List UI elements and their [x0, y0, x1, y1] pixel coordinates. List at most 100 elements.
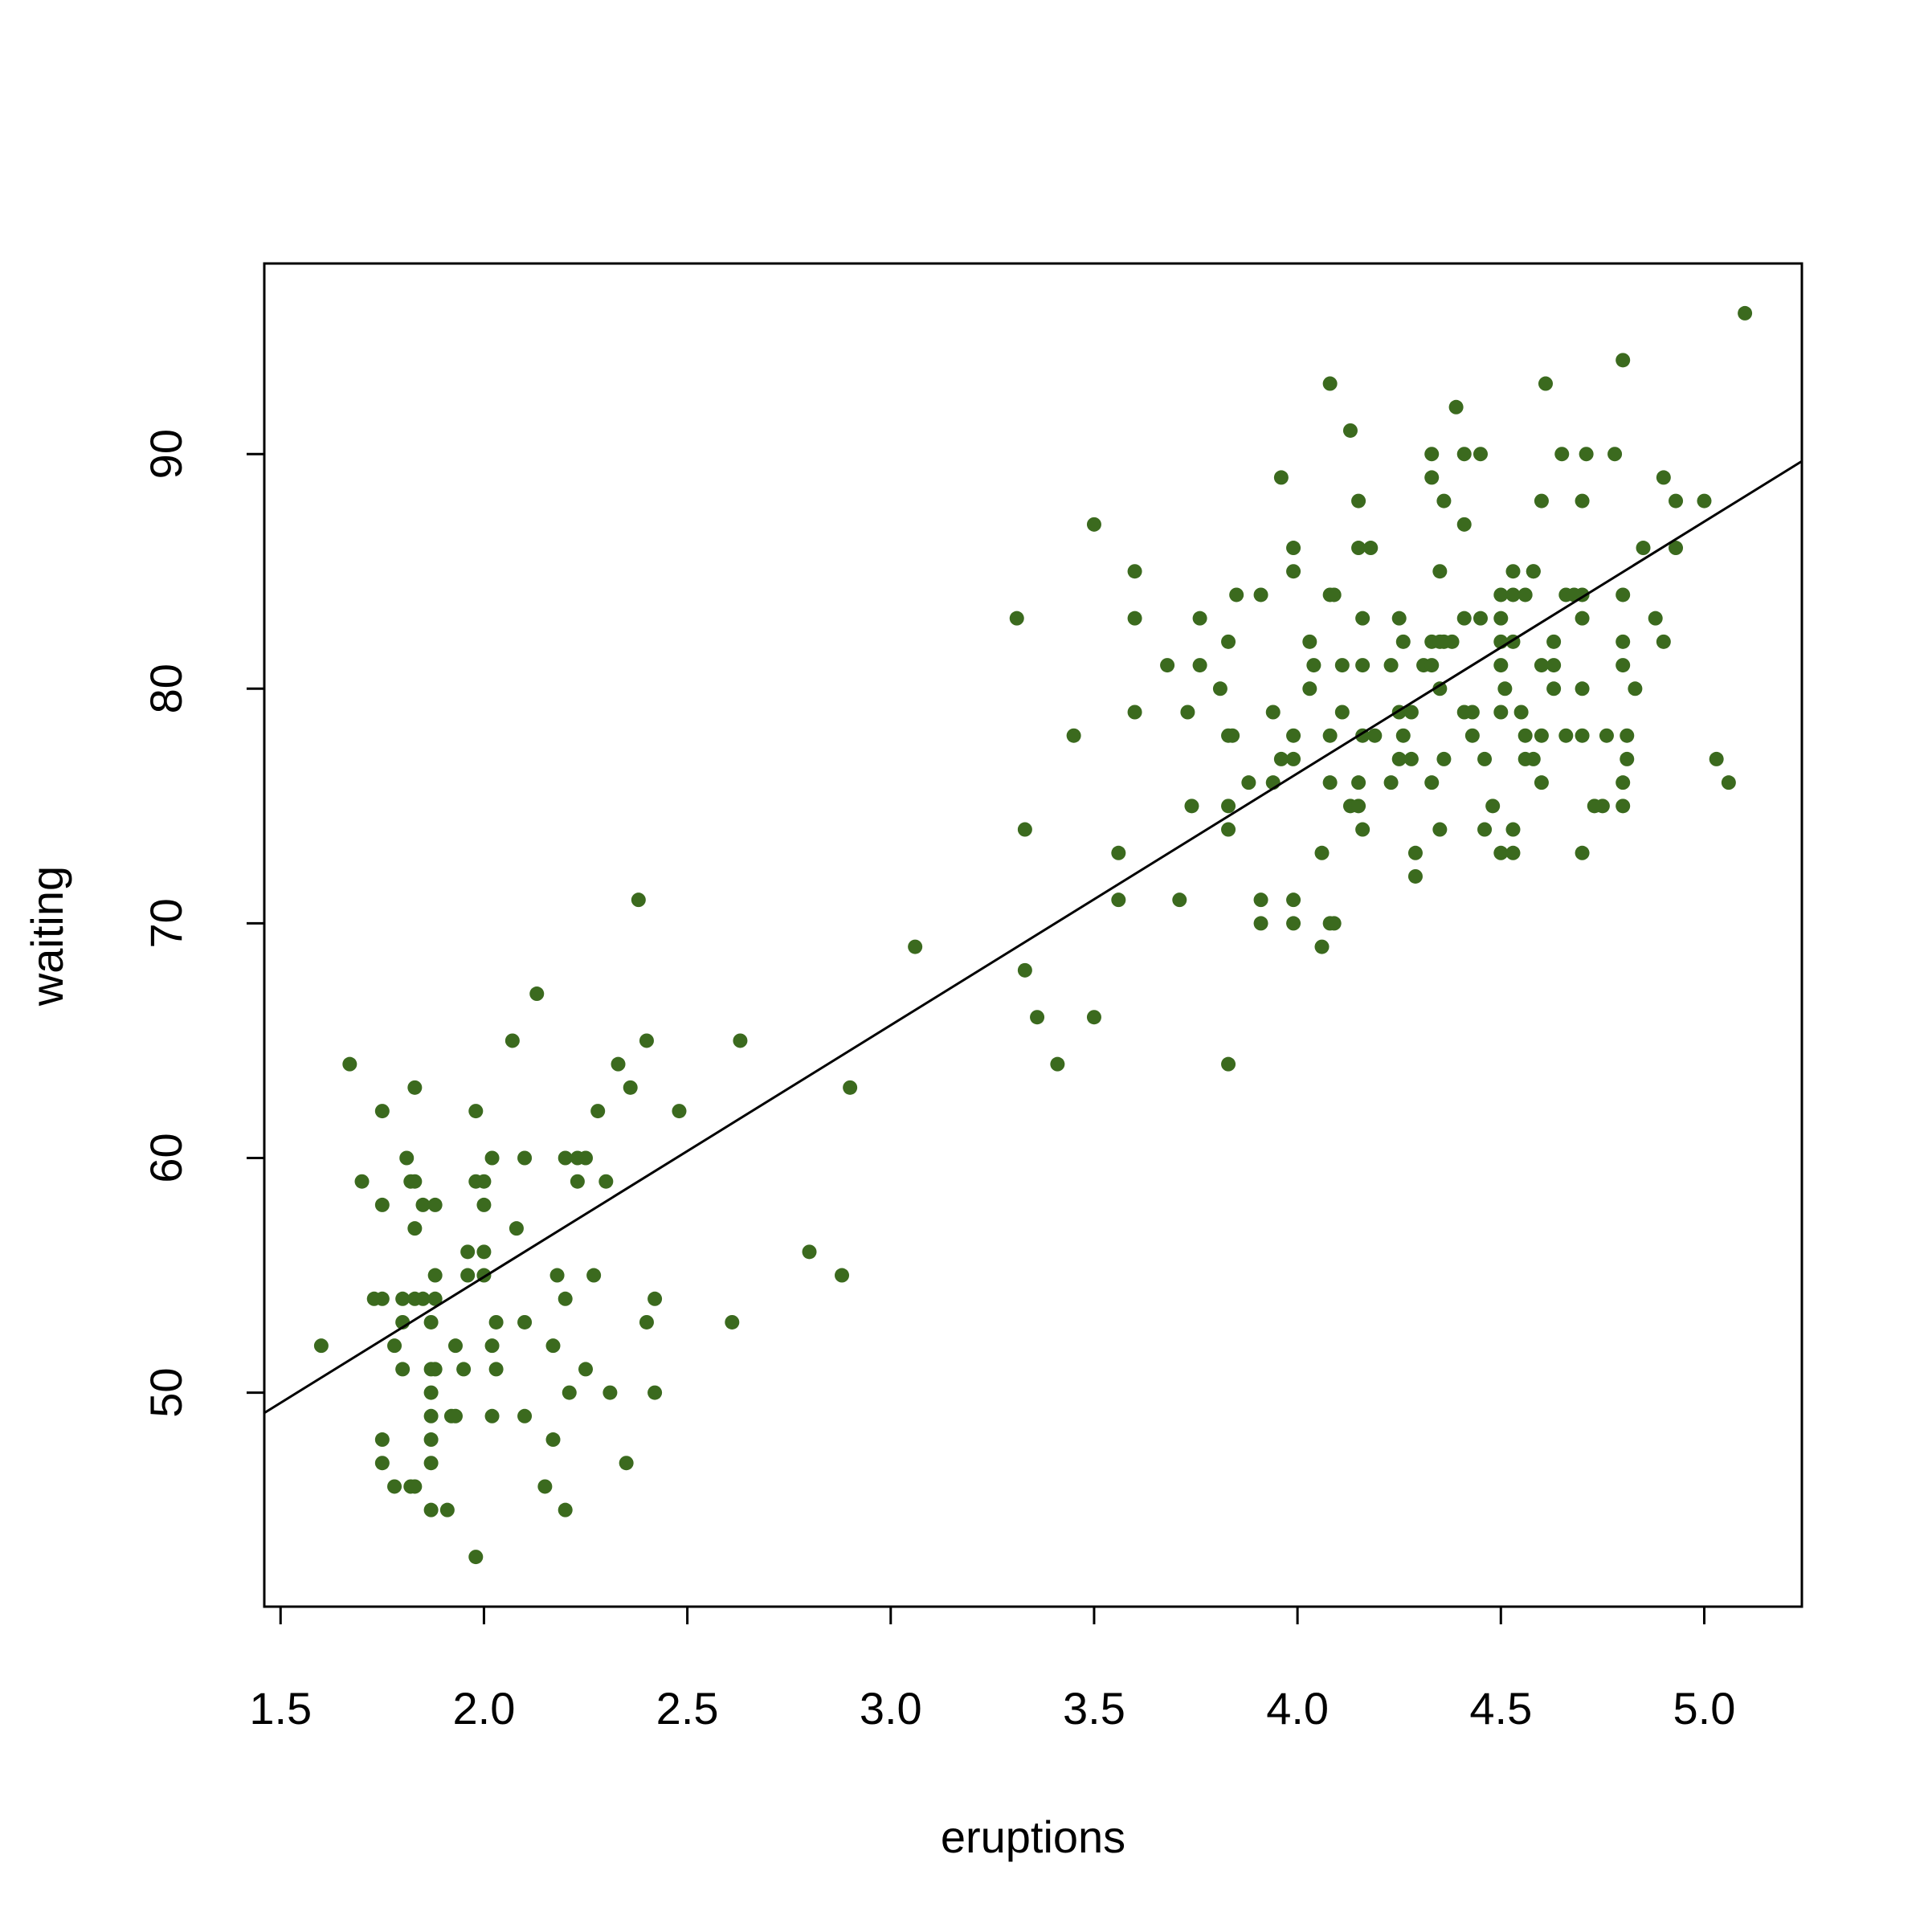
point	[835, 1268, 850, 1283]
point	[1595, 799, 1610, 814]
point	[647, 1385, 663, 1400]
point	[1192, 658, 1207, 673]
x-tick-label: 5.0	[1673, 1683, 1736, 1734]
point	[1607, 447, 1623, 462]
point	[586, 1268, 602, 1283]
point	[1616, 799, 1631, 814]
point	[1351, 493, 1366, 509]
point	[1314, 939, 1330, 954]
point	[1575, 611, 1590, 626]
point	[578, 1362, 594, 1377]
point	[407, 1479, 423, 1494]
point	[517, 1408, 533, 1423]
point	[423, 1408, 439, 1423]
point	[1286, 751, 1301, 766]
point	[602, 1385, 618, 1400]
point	[1493, 587, 1509, 602]
point	[1351, 541, 1366, 556]
point	[1424, 658, 1440, 673]
point	[1086, 1010, 1101, 1025]
y-tick-label: 60	[141, 1133, 191, 1182]
point	[407, 1174, 423, 1189]
point	[1342, 423, 1358, 438]
point	[1497, 681, 1513, 696]
point	[1464, 728, 1480, 743]
point	[1620, 728, 1635, 743]
point	[1180, 705, 1195, 720]
point	[1253, 916, 1268, 931]
point	[423, 1385, 439, 1400]
point	[1302, 634, 1317, 649]
point	[1363, 541, 1379, 556]
point	[1738, 305, 1753, 321]
point	[1383, 658, 1399, 673]
point	[342, 1056, 357, 1072]
point	[1355, 822, 1370, 837]
point	[374, 1291, 390, 1306]
point	[1221, 1056, 1236, 1072]
point	[1473, 447, 1488, 462]
point	[1616, 775, 1631, 790]
point	[460, 1268, 476, 1283]
point	[439, 1502, 455, 1517]
point	[1355, 611, 1370, 626]
point	[354, 1174, 370, 1189]
point	[1050, 1056, 1065, 1072]
point	[476, 1174, 492, 1189]
x-tick-label: 3.0	[860, 1683, 922, 1734]
point	[415, 1197, 431, 1212]
point	[545, 1432, 561, 1448]
point	[423, 1432, 439, 1448]
point	[1505, 587, 1521, 602]
point	[456, 1362, 472, 1377]
point	[1575, 493, 1590, 509]
point	[1579, 447, 1594, 462]
x-tick-label: 3.5	[1063, 1683, 1125, 1734]
point	[1314, 845, 1330, 860]
point	[484, 1150, 500, 1166]
point	[843, 1080, 858, 1095]
point	[1351, 799, 1366, 814]
point	[1424, 447, 1440, 462]
point	[1326, 587, 1342, 602]
x-tick-label: 2.5	[656, 1683, 719, 1734]
point	[1534, 493, 1549, 509]
point	[619, 1456, 634, 1471]
point	[1620, 751, 1635, 766]
point	[387, 1338, 402, 1354]
point	[1558, 728, 1574, 743]
point	[509, 1221, 524, 1236]
point	[387, 1479, 402, 1494]
plot-frame	[263, 262, 1803, 1608]
point	[1448, 399, 1464, 415]
point	[1464, 705, 1480, 720]
point	[537, 1479, 553, 1494]
point	[1253, 587, 1268, 602]
point	[1456, 447, 1472, 462]
point	[1212, 681, 1227, 696]
point	[1265, 705, 1281, 720]
point	[313, 1338, 329, 1354]
point	[1493, 845, 1509, 860]
point	[1436, 751, 1452, 766]
point	[423, 1314, 439, 1330]
point	[1424, 775, 1440, 790]
point	[549, 1268, 565, 1283]
point	[1526, 564, 1541, 579]
point	[1221, 634, 1236, 649]
point	[1395, 728, 1411, 743]
point	[590, 1104, 606, 1119]
point	[468, 1104, 484, 1119]
point	[1456, 611, 1472, 626]
point	[639, 1033, 654, 1048]
y-tick-label: 70	[141, 898, 191, 948]
point	[1575, 845, 1590, 860]
point	[1334, 705, 1350, 720]
point	[1391, 751, 1407, 766]
point	[423, 1502, 439, 1517]
point	[1648, 611, 1663, 626]
point	[1221, 822, 1236, 837]
point	[570, 1174, 585, 1189]
point	[1127, 564, 1142, 579]
